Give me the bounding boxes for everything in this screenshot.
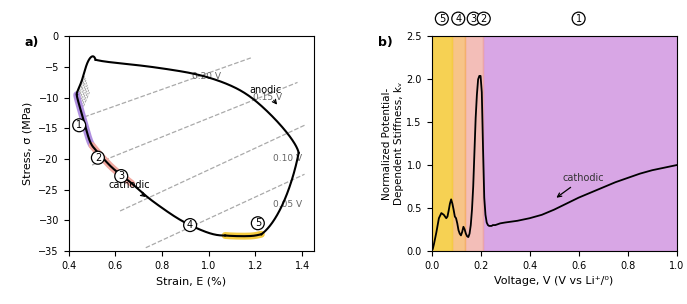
X-axis label: Voltage, V (V vs Li⁺/⁰): Voltage, V (V vs Li⁺/⁰) <box>495 276 613 286</box>
Bar <box>431 36 452 251</box>
Y-axis label: Normalized Potential-
Dependent Stiffness, kᵥ: Normalized Potential- Dependent Stiffnes… <box>382 82 403 205</box>
Text: 1: 1 <box>76 120 82 130</box>
Text: 0.05 V: 0.05 V <box>273 200 302 209</box>
Text: 2: 2 <box>481 14 487 24</box>
Bar <box>464 36 483 251</box>
Text: 2: 2 <box>95 153 101 163</box>
Text: cathodic: cathodic <box>109 180 150 196</box>
Text: 3: 3 <box>471 14 477 24</box>
Text: b): b) <box>378 36 392 50</box>
Text: 4: 4 <box>187 220 193 230</box>
Text: 5: 5 <box>439 14 445 24</box>
Text: anodic: anodic <box>250 85 282 104</box>
Text: a): a) <box>25 36 39 50</box>
Bar <box>483 36 677 251</box>
Text: cathodic: cathodic <box>557 173 605 197</box>
Bar <box>452 36 464 251</box>
Text: 0.15 V: 0.15 V <box>253 93 282 102</box>
Text: 1: 1 <box>576 14 582 24</box>
Text: 5: 5 <box>255 218 261 228</box>
Text: 0.20 V: 0.20 V <box>192 72 221 81</box>
Text: 0.10 V: 0.10 V <box>273 154 302 164</box>
X-axis label: Strain, E (%): Strain, E (%) <box>156 276 226 286</box>
Y-axis label: Stress, σ (MPa): Stress, σ (MPa) <box>23 102 33 185</box>
Text: 3: 3 <box>118 171 124 181</box>
Text: 4: 4 <box>455 14 462 24</box>
